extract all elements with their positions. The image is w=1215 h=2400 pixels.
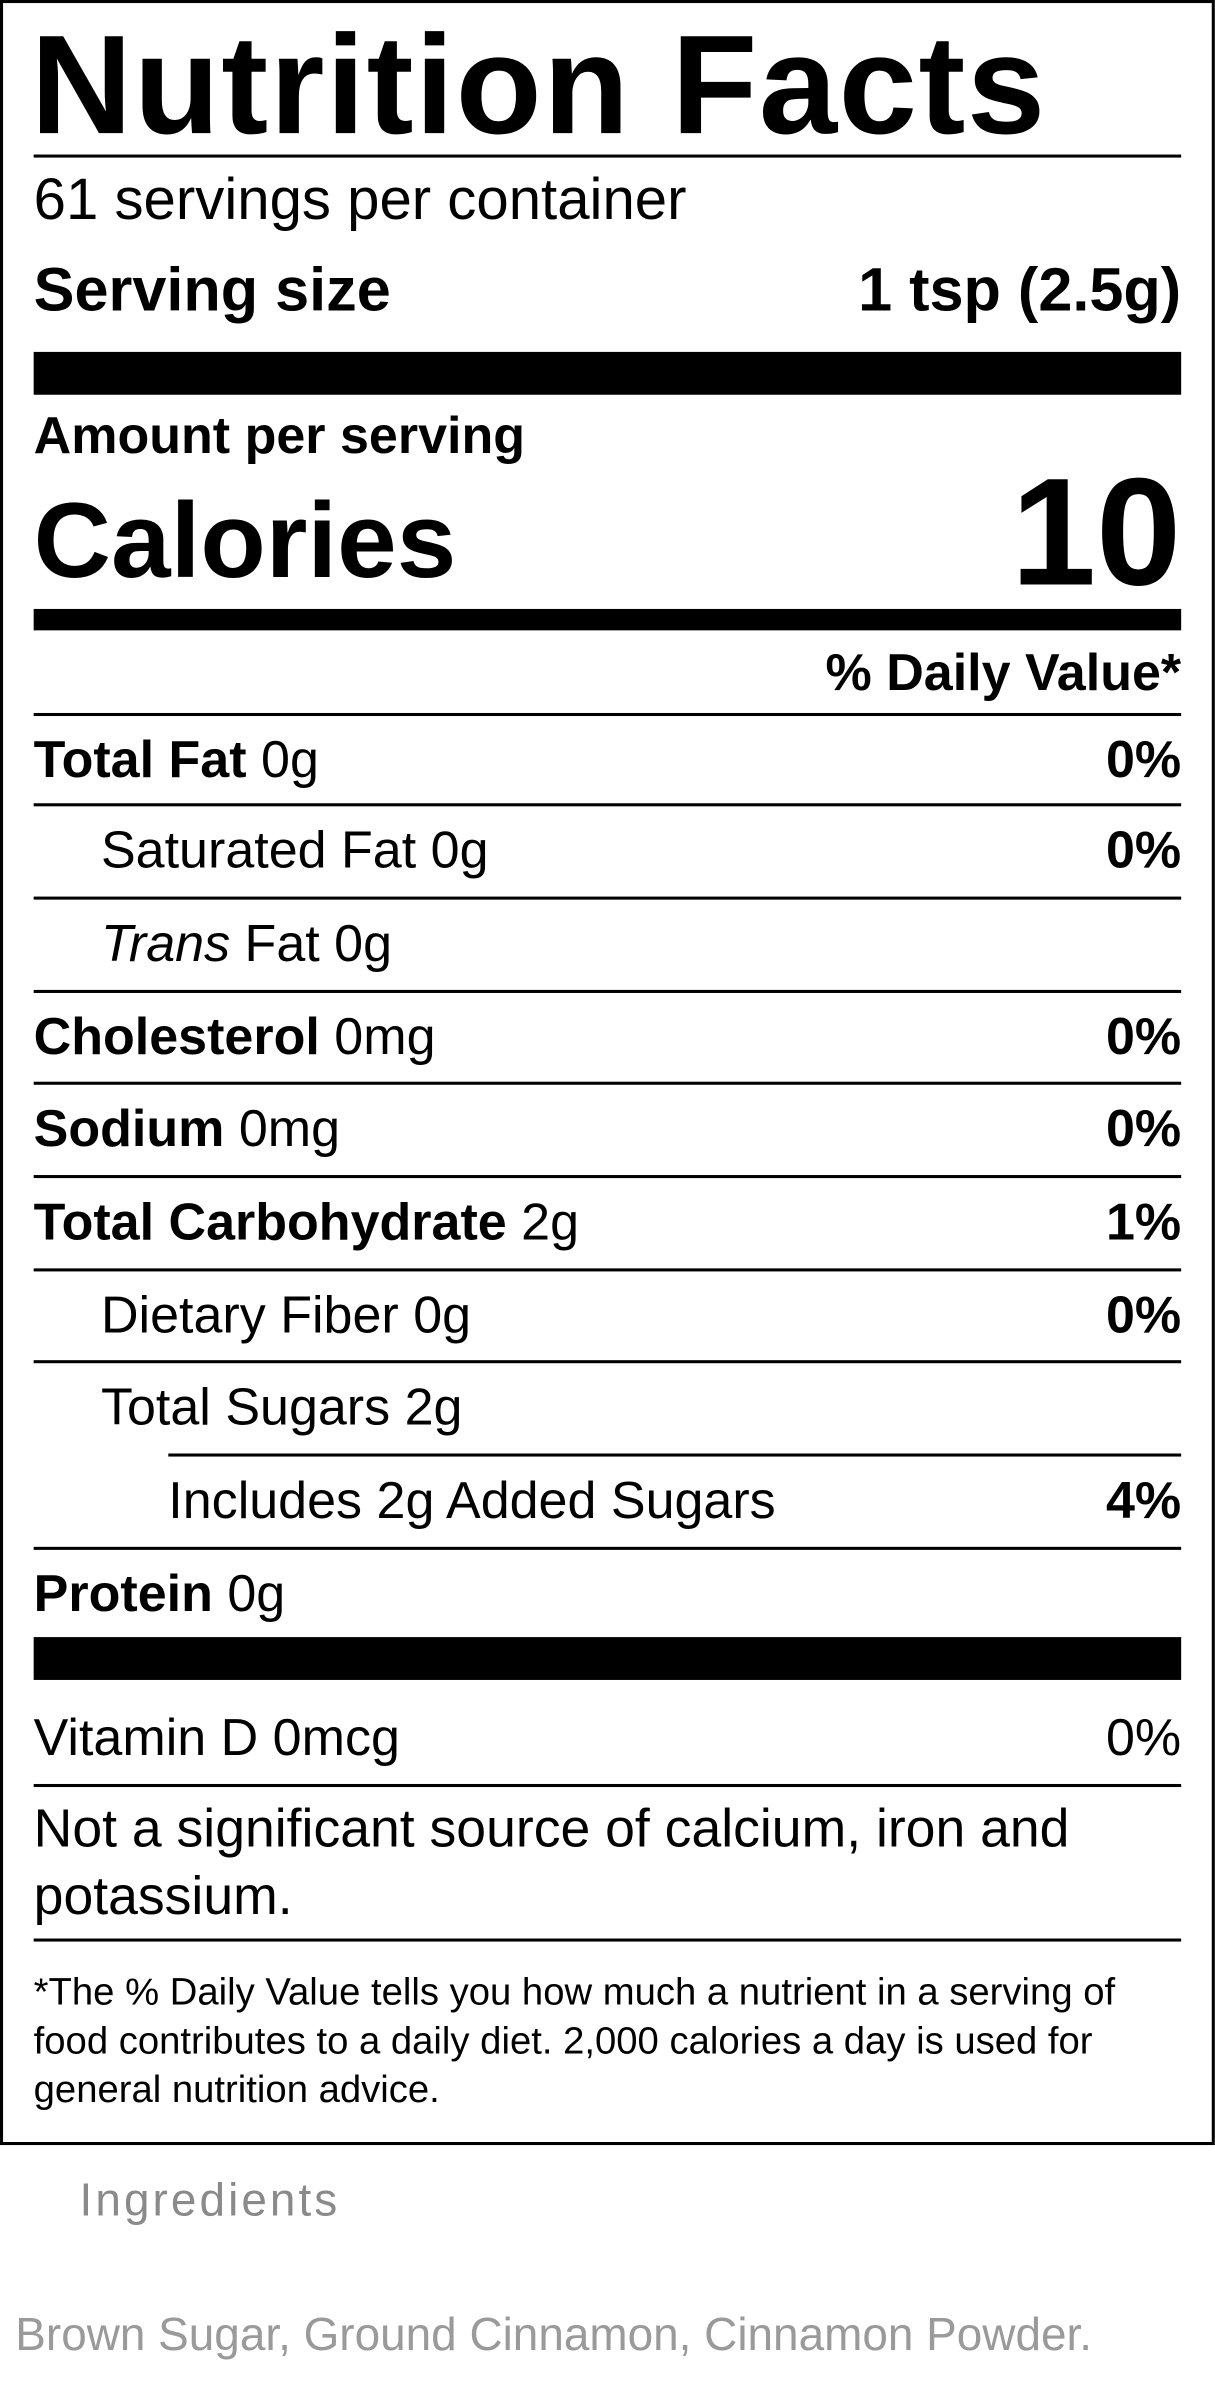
nutrient-name: Protein bbox=[33, 1564, 213, 1623]
vitamin-name: Vitamin D bbox=[33, 1708, 259, 1767]
nutrient-name: Cholesterol bbox=[33, 1007, 320, 1066]
thick-rule bbox=[33, 351, 1182, 395]
title: Nutrition Facts bbox=[30, 7, 1047, 164]
rule bbox=[33, 1938, 1182, 1942]
nutrient-name: Saturated Fat bbox=[100, 820, 417, 879]
rule bbox=[33, 989, 1182, 993]
nutrient-amount: 0g bbox=[430, 820, 489, 879]
nutrient-amount: 0mg bbox=[238, 1099, 341, 1158]
nutrient-row: Cholesterol 0mg 0% bbox=[34, 991, 1182, 1083]
nutrient-name: Total Carbohydrate bbox=[33, 1192, 507, 1251]
calories-value: 10 bbox=[1010, 445, 1182, 618]
ingredients-heading: Ingredients bbox=[79, 2175, 341, 2227]
calories: Calories 10 bbox=[33, 446, 1182, 617]
nutrient-name-after: Added Sugars bbox=[445, 1471, 776, 1530]
nutrient-name: Total Sugars bbox=[100, 1377, 391, 1436]
servings: 61 servings per container bbox=[33, 168, 687, 233]
thick-rule bbox=[33, 1637, 1182, 1680]
rule bbox=[33, 1268, 1182, 1272]
nutrient-row: Sodium 0mg 0% bbox=[34, 1083, 1182, 1175]
nutrient-name-group: Includes 2g Added Sugars bbox=[168, 1471, 775, 1531]
rule bbox=[33, 1081, 1182, 1085]
nutrient-amount: 2g bbox=[404, 1377, 463, 1436]
nutrient-name-group: Trans Fat 0g bbox=[101, 914, 392, 974]
nutrient-row: Total Fat 0g 0% bbox=[34, 715, 1182, 807]
nutrient-name: Fat bbox=[244, 914, 320, 973]
dv-header-text: % Daily Value* bbox=[825, 643, 1182, 702]
nutrient-name-group: Total Sugars 2g bbox=[101, 1378, 463, 1438]
nutrient-dv: 4% bbox=[1105, 1471, 1182, 1530]
nutrient-amount: 0g bbox=[261, 730, 319, 789]
nutrient-name-group: Sodium 0mg bbox=[34, 1099, 340, 1159]
nutrient-amount: 2g bbox=[376, 1471, 435, 1530]
rule bbox=[33, 1783, 1182, 1788]
vitamin-row: Vitamin D 0mcg 0% bbox=[34, 1692, 1182, 1784]
serving-size: Serving size 1 tsp (2.5g) bbox=[34, 245, 1182, 337]
rule bbox=[168, 1453, 1182, 1457]
nutrient-name: Includes bbox=[168, 1471, 363, 1530]
rule bbox=[33, 1175, 1182, 1179]
nutrient-row: Saturated Fat 0g 0% bbox=[34, 805, 1182, 897]
nutrient-dv: 0% bbox=[1105, 730, 1182, 789]
nutrient-dv: 0% bbox=[1105, 820, 1182, 879]
nutrient-name: Dietary Fiber bbox=[100, 1285, 399, 1345]
nutrient-dv: 0% bbox=[1105, 1099, 1182, 1158]
nutrient-name-group: Protein 0g bbox=[34, 1564, 286, 1624]
footnote: *The % Daily Value tells you how much a … bbox=[33, 1970, 1116, 2112]
nutrient-amount: 0mg bbox=[334, 1007, 436, 1066]
vitamin-dv: 0% bbox=[1105, 1708, 1182, 1767]
label-border bbox=[0, 0, 1215, 2146]
rule bbox=[33, 1360, 1182, 1364]
nutrient-name-group: Total Fat 0g bbox=[34, 731, 319, 791]
calories-label: Calories bbox=[33, 480, 457, 600]
nutrient-name-group: Saturated Fat 0g bbox=[101, 821, 489, 881]
nutrient-amount: 0g bbox=[227, 1564, 286, 1623]
rule bbox=[33, 154, 1182, 158]
rule bbox=[33, 896, 1182, 900]
nutrient-row: Dietary Fiber 0g 0% bbox=[34, 1270, 1182, 1362]
nutrient-amount: 0g bbox=[334, 914, 393, 973]
serving-size-value: 1 tsp (2.5g) bbox=[858, 256, 1182, 324]
nutrient-dv: 0% bbox=[1105, 1007, 1182, 1066]
nutrient-dv: 0% bbox=[1105, 1285, 1182, 1345]
nutrient-name: Sodium bbox=[33, 1099, 225, 1158]
rule bbox=[33, 712, 1182, 717]
nutrient-dv: 1% bbox=[1105, 1192, 1182, 1251]
note: Not a significant source of calcium, iro… bbox=[33, 1799, 1070, 1927]
rule bbox=[33, 803, 1182, 807]
thick-rule bbox=[33, 608, 1182, 631]
nutrient-name-group: Cholesterol 0mg bbox=[34, 1008, 436, 1068]
dv-header: % Daily Value* bbox=[34, 627, 1182, 719]
nutrient-row: Includes 2g Added Sugars 4% bbox=[34, 1455, 1182, 1547]
nutrient-name: Total Fat bbox=[33, 730, 247, 789]
ingredients-text: Brown Sugar, Ground Cinnamon, Cinnamon P… bbox=[15, 2310, 1093, 2361]
nutrient-amount: 2g bbox=[521, 1192, 580, 1251]
amount-per-serving: Amount per serving bbox=[33, 406, 526, 466]
nutrient-amount: 0g bbox=[413, 1285, 472, 1345]
vitamin-amount: 0mcg bbox=[272, 1708, 400, 1767]
nutrient-row: Trans Fat 0g bbox=[34, 898, 1182, 990]
nutrient-row: Total Sugars 2g bbox=[34, 1362, 1182, 1454]
nutrient-name-group: Dietary Fiber 0g bbox=[101, 1286, 471, 1346]
nutrient-name-italic: Trans bbox=[100, 914, 231, 973]
rule bbox=[33, 1546, 1182, 1550]
nutrient-row: Total Carbohydrate 2g 1% bbox=[34, 1177, 1182, 1269]
serving-size-label: Serving size bbox=[33, 256, 391, 324]
nutrient-name-group: Total Carbohydrate 2g bbox=[34, 1193, 579, 1253]
nutrient-row: Protein 0g bbox=[34, 1548, 1182, 1640]
